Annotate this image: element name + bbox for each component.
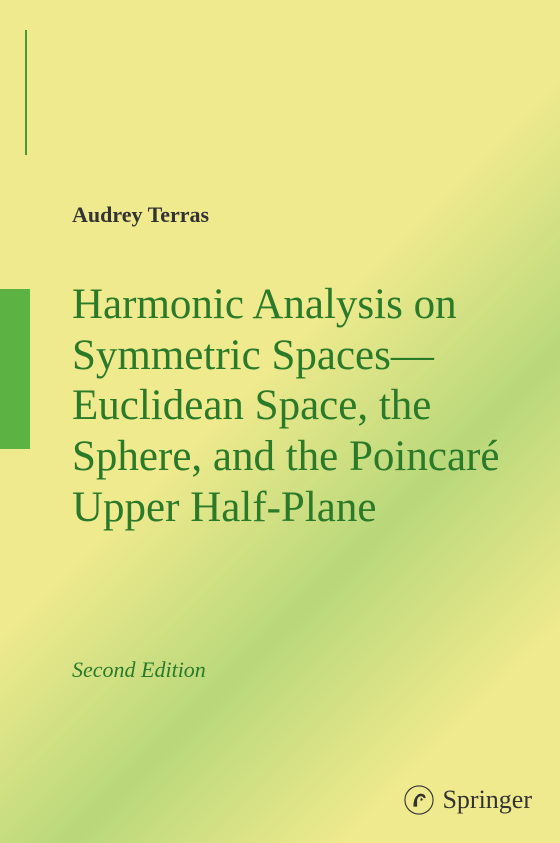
publisher-name: Springer (442, 785, 532, 815)
top-vertical-rule (25, 30, 27, 155)
book-title: Harmonic Analysis on Symmetric Spaces—Eu… (72, 280, 526, 534)
publisher-block: Springer (404, 785, 532, 815)
edition-label: Second Edition (72, 657, 206, 683)
book-cover: Audrey Terras Harmonic Analysis on Symme… (0, 0, 560, 843)
author-name: Audrey Terras (72, 202, 209, 228)
spine-accent-tab (0, 289, 30, 449)
springer-horse-icon (404, 785, 434, 815)
